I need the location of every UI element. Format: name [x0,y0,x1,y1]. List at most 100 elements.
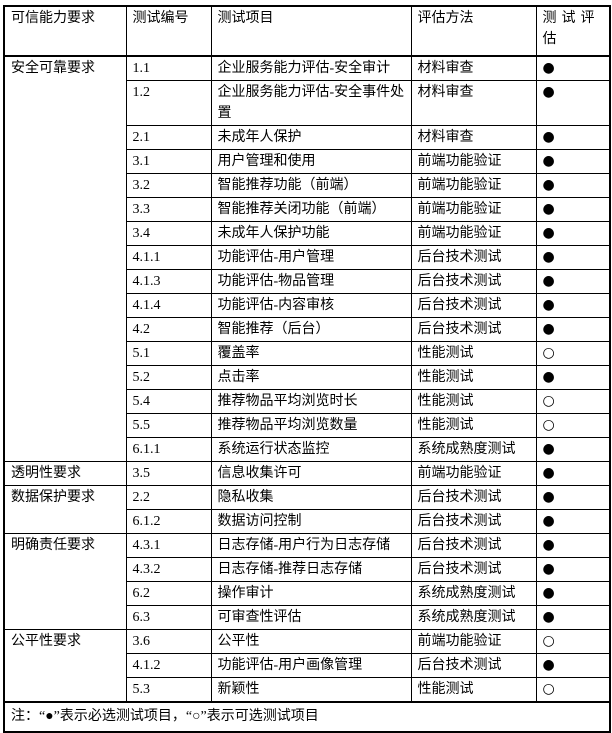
mark-cell: ○ [535,389,611,414]
header-test-item: 测试项目 [210,5,412,57]
test-number-cell: 1.1 [125,55,212,81]
mark-cell: ● [535,533,611,558]
test-item-cell: 功能评估-用户管理 [210,245,412,270]
test-number-cell: 3.2 [125,173,212,198]
test-number-cell: 6.1.1 [125,437,212,462]
test-number-cell: 5.1 [125,341,212,366]
table-row: 5.2 点击率 性能测试 ● [4,365,611,390]
eval-method-cell: 后台技术测试 [410,557,537,582]
mark-cell: ● [535,221,611,246]
mark-cell: ● [535,173,611,198]
test-item-cell: 日志存储-用户行为日志存储 [210,533,412,558]
test-item-cell: 可审查性评估 [210,605,412,630]
mark-cell: ● [535,485,611,510]
table-row: 数据保护要求 2.2 隐私收集 后台技术测试 ● [3,485,611,534]
test-item-cell: 隐私收集 [210,485,412,510]
test-number-cell: 4.1.4 [125,293,212,318]
capability-group-cell: 明确责任要求 [3,533,127,630]
table-header: 可信能力要求 测试编号 测试项目 评估方法 测试评估 [3,5,611,57]
mark-cell: ● [535,80,611,126]
test-item-cell: 推荐物品平均浏览时长 [210,389,412,414]
test-item-cell: 未成年人保护 [210,125,412,150]
eval-method-cell: 后台技术测试 [410,269,537,294]
mark-cell: ● [535,197,611,222]
mark-cell: ● [535,293,611,318]
table-row: 2.1 未成年人保护 材料审查 ● [4,125,611,150]
eval-method-cell: 性能测试 [410,413,537,438]
mark-cell: ● [535,317,611,342]
mark-cell: ● [535,365,611,390]
capability-group-cell: 透明性要求 [3,461,127,486]
test-item-cell: 企业服务能力评估-安全事件处置 [210,80,412,126]
eval-method-cell: 材料审查 [410,125,537,150]
test-number-cell: 1.2 [125,80,212,126]
eval-method-cell: 后台技术测试 [410,653,537,678]
eval-method-cell: 性能测试 [410,341,537,366]
capability-group-cell: 公平性要求 [3,629,127,703]
table-row: 5.1 覆盖率 性能测试 ○ [4,341,611,366]
test-item-cell: 智能推荐功能（前端） [210,173,412,198]
table-row: 6.1.1 系统运行状态监控 系统成熟度测试 ● [4,437,611,462]
mark-cell: ● [535,605,611,630]
mark-cell: ● [535,461,611,486]
table-footer: 注：“●”表示必选测试项目，“○”表示可选测试项目 [3,701,611,733]
capability-group-cell: 安全可靠要求 [3,55,127,462]
eval-method-cell: 前端功能验证 [410,149,537,174]
test-number-cell: 5.4 [125,389,212,414]
mark-cell: ● [535,437,611,462]
table-row: 4.1.2 功能评估-用户画像管理 后台技术测试 ● [4,653,611,678]
note-row: 注：“●”表示必选测试项目，“○”表示可选测试项目 [3,701,611,733]
eval-method-cell: 系统成熟度测试 [410,605,537,630]
capability-group-cell: 数据保护要求 [3,485,127,534]
eval-method-cell: 材料审查 [410,55,537,81]
test-number-cell: 4.1.3 [125,269,212,294]
test-number-cell: 4.3.2 [125,557,212,582]
table-row: 5.3 新颖性 性能测试 ○ [4,677,611,703]
test-number-cell: 3.4 [125,221,212,246]
eval-method-cell: 前端功能验证 [410,221,537,246]
test-items-table: 可信能力要求 测试编号 测试项目 评估方法 测试评估 安全可靠要求 1.1 企业服务… [3,5,611,733]
note-text: 注：“●”表示必选测试项目，“○”表示可选测试项目 [3,701,611,733]
test-number-cell: 4.1.2 [125,653,212,678]
table-row: 3.4 未成年人保护功能 前端功能验证 ● [4,221,611,246]
table-row: 5.4 推荐物品平均浏览时长 性能测试 ○ [4,389,611,414]
test-item-cell: 公平性 [210,629,412,654]
mark-cell: ● [535,581,611,606]
test-number-cell: 6.2 [125,581,212,606]
test-number-cell: 3.1 [125,149,212,174]
test-item-cell: 智能推荐（后台） [210,317,412,342]
table-row: 4.1.3 功能评估-物品管理 后台技术测试 ● [4,269,611,294]
header-row: 可信能力要求 测试编号 测试项目 评估方法 测试评估 [3,5,611,57]
test-item-cell: 功能评估-用户画像管理 [210,653,412,678]
test-item-cell: 系统运行状态监控 [210,437,412,462]
table-row: 4.3.2 日志存储-推荐日志存储 后台技术测试 ● [4,557,611,582]
table-row: 透明性要求 3.5 信息收集许可 前端功能验证 ● [3,461,611,486]
test-number-cell: 5.5 [125,413,212,438]
eval-method-cell: 性能测试 [410,389,537,414]
eval-method-cell: 前端功能验证 [410,197,537,222]
table-row: 4.1.4 功能评估-内容审核 后台技术测试 ● [4,293,611,318]
test-item-cell: 信息收集许可 [210,461,412,486]
eval-method-cell: 材料审查 [410,80,537,126]
eval-method-cell: 后台技术测试 [410,293,537,318]
mark-cell: ● [535,55,611,81]
test-number-cell: 2.2 [125,485,212,510]
header-capability: 可信能力要求 [3,5,127,57]
test-item-cell: 数据访问控制 [210,509,412,534]
test-item-cell: 功能评估-内容审核 [210,293,412,318]
test-number-cell: 3.3 [125,197,212,222]
test-item-cell: 覆盖率 [210,341,412,366]
mark-cell: ● [535,245,611,270]
table-row: 5.5 推荐物品平均浏览数量 性能测试 ○ [4,413,611,438]
header-eval-method: 评估方法 [410,5,537,57]
mark-cell: ● [535,653,611,678]
test-item-cell: 用户管理和使用 [210,149,412,174]
mark-cell: ● [535,557,611,582]
document-page: 可信能力要求 测试编号 测试项目 评估方法 测试评估 安全可靠要求 1.1 企业服务… [3,5,611,733]
eval-method-cell: 性能测试 [410,677,537,703]
test-number-cell: 3.5 [125,461,212,486]
eval-method-cell: 系统成熟度测试 [410,437,537,462]
test-item-cell: 推荐物品平均浏览数量 [210,413,412,438]
test-item-cell: 新颖性 [210,677,412,703]
mark-cell: ○ [535,629,611,654]
